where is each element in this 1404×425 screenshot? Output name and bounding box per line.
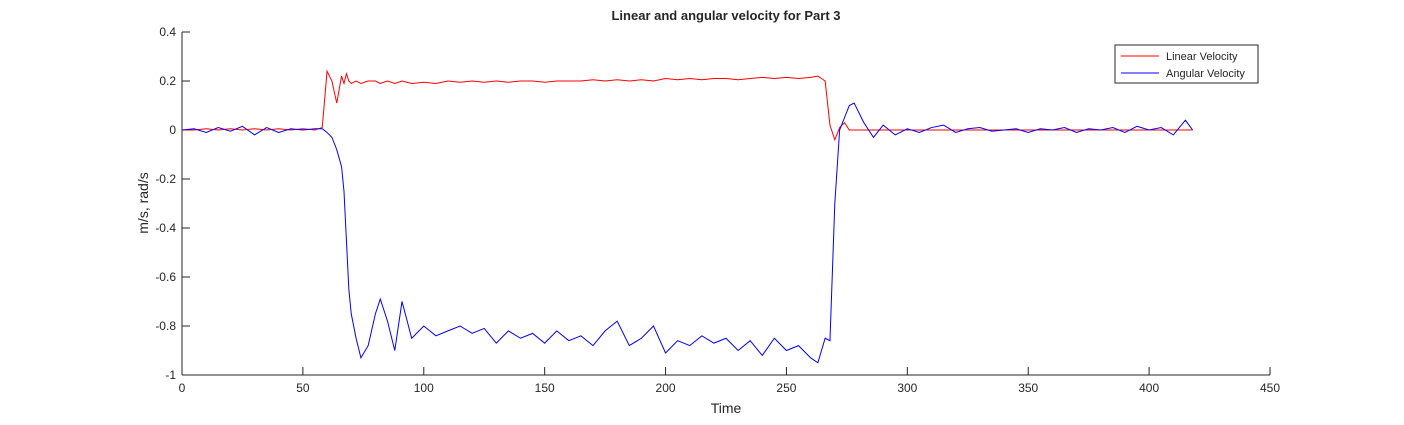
y-tick-label: -0.6	[155, 270, 176, 284]
x-tick-label: 50	[296, 381, 310, 395]
chart-title: Linear and angular velocity for Part 3	[611, 8, 840, 23]
y-tick-label: -0.8	[155, 319, 176, 333]
x-tick-label: 400	[1139, 381, 1159, 395]
x-tick-label: 0	[179, 381, 186, 395]
x-tick-label: 250	[776, 381, 796, 395]
y-axis-label: m/s, rad/s	[135, 172, 151, 233]
y-tick-label: 0.2	[159, 74, 176, 88]
x-tick-label: 100	[414, 381, 434, 395]
x-axis-label: Time	[711, 400, 742, 416]
x-tick-label: 300	[897, 381, 917, 395]
y-tick-label: -0.4	[155, 221, 176, 235]
x-tick-label: 200	[656, 381, 676, 395]
legend-label: Angular Velocity	[1166, 68, 1245, 80]
series-line	[182, 69, 1193, 142]
y-tick-label: 0.4	[159, 25, 176, 39]
x-tick-label: 450	[1260, 381, 1280, 395]
x-tick-label: 150	[535, 381, 555, 395]
y-tick-label: -1	[165, 368, 176, 382]
legend-label: Linear Velocity	[1166, 51, 1238, 63]
series-line	[181, 102, 1194, 364]
legend-box	[1114, 44, 1259, 84]
x-tick-label: 350	[1018, 381, 1038, 395]
y-tick-label: 0	[169, 123, 176, 137]
y-tick-label: -0.2	[155, 172, 176, 186]
